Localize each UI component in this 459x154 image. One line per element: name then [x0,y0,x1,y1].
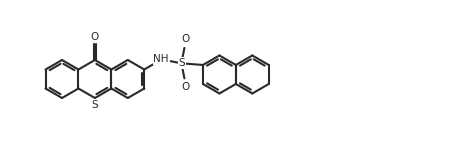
Text: S: S [179,58,185,68]
Text: O: O [181,82,190,92]
Text: O: O [181,34,190,45]
Text: NH: NH [153,54,169,64]
Text: S: S [92,100,98,110]
Text: O: O [91,32,99,42]
